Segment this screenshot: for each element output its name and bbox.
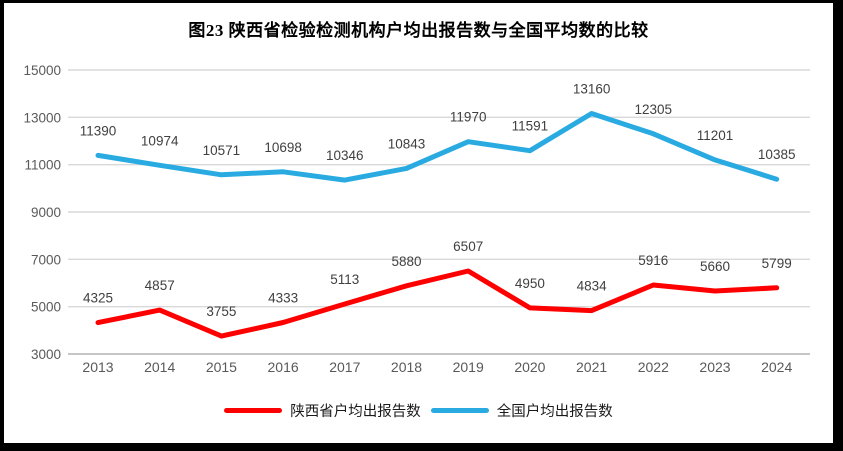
legend-label-shaanxi: 陕西省户均出报告数 xyxy=(290,404,421,420)
data-label: 5880 xyxy=(391,254,421,269)
data-label: 5660 xyxy=(700,259,730,274)
data-label: 5799 xyxy=(762,256,792,271)
data-label: 4834 xyxy=(577,279,608,294)
x-tick-label: 2023 xyxy=(699,359,730,375)
series-line-national xyxy=(95,111,780,183)
data-label: 6507 xyxy=(453,239,483,254)
data-label: 10385 xyxy=(758,147,796,162)
x-tick-label: 2024 xyxy=(761,359,792,375)
data-label: 3755 xyxy=(206,304,236,319)
data-label: 10843 xyxy=(388,136,426,151)
x-tick-label: 2014 xyxy=(144,359,175,375)
data-label: 11390 xyxy=(80,123,117,138)
data-label: 10698 xyxy=(264,140,302,155)
data-label: 5916 xyxy=(638,253,668,268)
x-tick-label: 2021 xyxy=(576,359,607,375)
shaanxi-line-swatch-icon xyxy=(224,408,283,413)
x-tick-label: 2018 xyxy=(391,359,422,375)
data-label: 10974 xyxy=(141,133,179,148)
x-tick-label: 2019 xyxy=(453,359,484,375)
series-line-shaanxi xyxy=(95,268,780,339)
x-tick-label: 2013 xyxy=(82,359,113,375)
y-tick-label: 5000 xyxy=(31,300,61,315)
national-line-swatch-icon xyxy=(430,408,489,413)
data-label: 10571 xyxy=(203,143,241,158)
data-label: 11591 xyxy=(512,119,549,134)
data-label: 4333 xyxy=(268,290,298,305)
data-label: 4950 xyxy=(515,276,545,291)
y-tick-label: 13000 xyxy=(23,110,61,125)
x-tick-label: 2016 xyxy=(268,359,299,375)
x-tick-label: 2022 xyxy=(638,359,669,375)
y-tick-label: 9000 xyxy=(31,205,61,220)
data-label: 4857 xyxy=(145,278,175,293)
y-tick-label: 7000 xyxy=(31,252,61,267)
legend-label-national: 全国户均出报告数 xyxy=(496,404,613,420)
data-label: 11970 xyxy=(450,110,487,125)
data-label: 5113 xyxy=(330,272,359,287)
x-tick-label: 2020 xyxy=(514,359,545,375)
chart-title: 图23 陕西省检验检测机构户均出报告数与全国平均数的比较 xyxy=(188,21,649,40)
x-tick-label: 2015 xyxy=(206,359,237,375)
legend-item-shaanxi: 陕西省户均出报告数 xyxy=(224,400,421,421)
y-tick-label: 15000 xyxy=(23,63,61,78)
data-label: 4325 xyxy=(83,291,113,306)
chart-svg: 3000 5000 7000 9000 11000 13000 15000 2013 2014 2… xyxy=(23,63,810,375)
data-label: 13160 xyxy=(573,82,611,97)
y-tick-label: 11000 xyxy=(24,158,61,173)
chart-legend: 陕西省户均出报告数 全国户均出报告数 xyxy=(4,400,833,421)
legend-item-national: 全国户均出报告数 xyxy=(430,400,613,421)
data-label: 10346 xyxy=(326,148,364,163)
data-label: 11201 xyxy=(697,128,734,143)
x-tick-label: 2017 xyxy=(329,359,360,375)
y-tick-label: 3000 xyxy=(31,347,61,362)
data-label: 12305 xyxy=(635,102,673,117)
